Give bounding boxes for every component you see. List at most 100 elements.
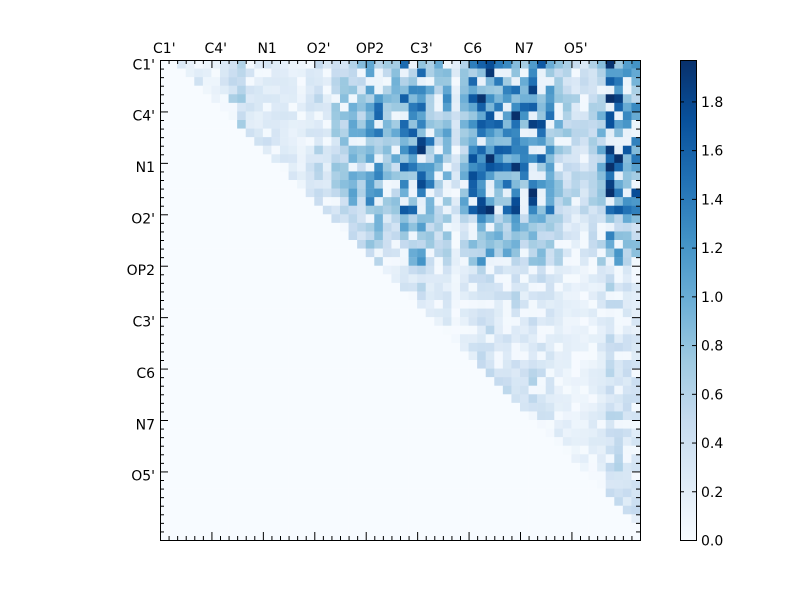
heatmap-cell [545,300,555,309]
heatmap-cell [434,505,444,515]
heatmap-cell [425,471,435,481]
heatmap-cell [391,137,401,146]
heatmap-cell [545,145,555,155]
heatmap-cell [365,265,375,275]
heatmap-cell [451,445,461,455]
heatmap-cell [417,265,426,275]
heatmap-cell [631,197,641,206]
heatmap-cell [331,351,341,361]
heatmap-cell [382,368,392,378]
heatmap-cell [562,317,572,326]
heatmap-cell [211,480,221,489]
heatmap-cell [357,317,366,326]
heatmap-cell [605,471,615,481]
heatmap-cell [374,342,384,352]
heatmap-cell [211,154,221,164]
heatmap-cell [442,188,452,198]
heatmap-cell [254,505,264,515]
heatmap-cell [460,282,469,292]
heatmap-cell [280,162,289,172]
heatmap-cell [502,522,512,532]
heatmap-cell [340,505,349,515]
heatmap-cell [177,248,186,258]
heatmap-cell [400,257,409,266]
heatmap-cell [580,368,589,378]
heatmap-cell [228,488,238,498]
heatmap-cell [580,222,589,232]
heatmap-cell [434,102,444,112]
heatmap-cell [520,128,529,138]
heatmap-cell [340,497,349,506]
heatmap-cell [528,488,538,498]
heatmap-cell [605,368,615,378]
heatmap-cell [545,231,555,241]
heatmap-cell [400,145,409,155]
heatmap-cell [211,240,221,249]
heatmap-cell [571,317,581,326]
heatmap-cell [288,248,298,258]
heatmap-cell [580,351,589,361]
heatmap-cell [254,197,264,206]
heatmap-cell [554,137,564,146]
heatmap-cell [425,334,435,344]
heatmap-cell [434,351,444,361]
heatmap-cell [280,240,289,249]
heatmap-cell [468,334,478,344]
heatmap-cell [220,394,229,404]
heatmap-cell [340,291,349,301]
heatmap-cell [280,308,289,318]
heatmap-cell [168,154,178,164]
heatmap-cell [460,462,469,472]
heatmap-cell [331,377,341,386]
heatmap-cell [202,334,212,344]
heatmap-cell [177,128,186,138]
heatmap-cell [425,351,435,361]
heatmap-cell [271,162,281,172]
heatmap-cell [442,102,452,112]
heatmap-cell [562,154,572,164]
heatmap-cell [322,77,332,86]
heatmap-cell [460,300,469,309]
heatmap-cell [177,300,186,309]
heatmap-cell [614,385,624,395]
heatmap-cell [571,377,581,386]
heatmap-cell [391,497,401,506]
heatmap-cell [400,445,409,455]
heatmap-cell [297,60,306,69]
heatmap-cell [494,265,504,275]
heatmap-cell [331,274,341,284]
heatmap-cell [185,428,195,438]
heatmap-cell [228,325,238,335]
heatmap-cell [537,522,546,532]
heatmap-cell [477,274,486,284]
heatmap-cell [382,385,392,395]
heatmap-cell [288,300,298,309]
heatmap-cell [391,222,401,232]
heatmap-cell [168,428,178,438]
heatmap-cell [485,411,495,421]
heatmap-cell [631,111,641,121]
heatmap-cell [297,308,306,318]
heatmap-cell [468,137,478,146]
heatmap-cell [631,60,641,69]
colorbar-tick-label: 1.0 [701,290,723,306]
heatmap-cell [537,368,546,378]
heatmap-cell [280,274,289,284]
heatmap-cell [391,248,401,258]
heatmap-cell [271,308,281,318]
heatmap-cell [288,454,298,464]
heatmap-cell [554,428,564,438]
heatmap-cell [502,94,512,104]
heatmap-cell [614,505,624,515]
heatmap-cell [202,94,212,104]
heatmap-cell [365,445,375,455]
heatmap-cell [357,531,366,541]
heatmap-cell [451,205,461,215]
heatmap-cell [562,368,572,378]
heatmap-cell [340,205,349,215]
heatmap-cell [237,454,246,464]
heatmap-cell [511,437,521,446]
heatmap-cell [280,120,289,129]
heatmap-cell [202,231,212,241]
